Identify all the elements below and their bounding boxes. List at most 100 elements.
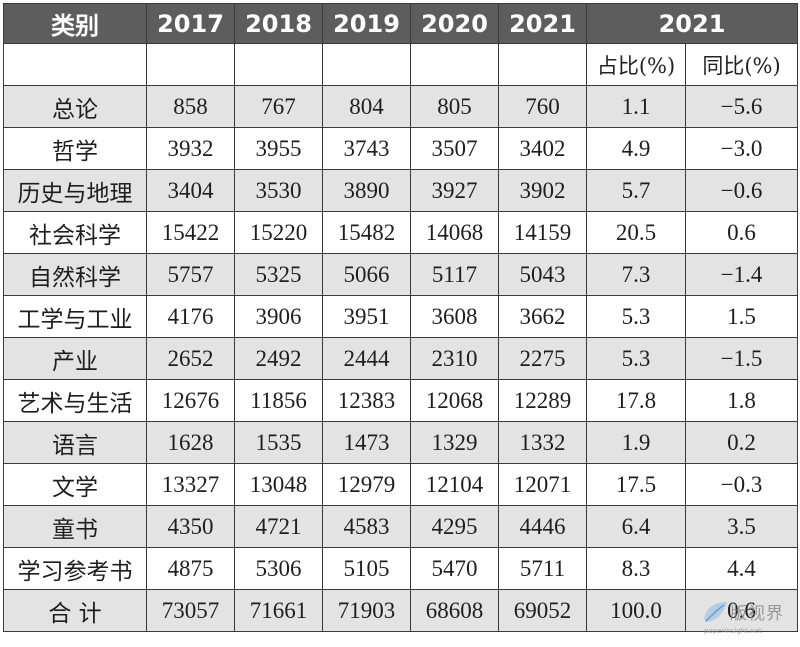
header-year-2020: 2020 bbox=[410, 3, 499, 44]
cell-year-2020: 2310 bbox=[410, 337, 499, 380]
cell-year-2019: 12979 bbox=[322, 463, 411, 506]
cell-year-2018: 2492 bbox=[234, 337, 323, 380]
table-row: 学习参考书 4875 5306 5105 5470 5711 8.3 4.4 bbox=[3, 547, 799, 590]
row-category: 语言 bbox=[3, 421, 147, 464]
cell-yoy: −0.6 bbox=[684, 169, 799, 212]
cell-year-2017: 858 bbox=[146, 85, 235, 128]
cell-share: 4.9 bbox=[586, 127, 686, 170]
cell-year-2019: 3743 bbox=[322, 127, 411, 170]
header-yoy: 同比(%) bbox=[684, 43, 799, 86]
row-category: 文学 bbox=[3, 463, 147, 506]
cell-year-2018: 71661 bbox=[234, 589, 323, 632]
header-sub-empty bbox=[410, 43, 499, 86]
row-category: 历史与地理 bbox=[3, 169, 147, 212]
cell-year-2021: 2275 bbox=[498, 337, 587, 380]
row-category: 艺术与生活 bbox=[3, 379, 147, 422]
watermark-text: 版视界 bbox=[730, 604, 784, 624]
cell-share: 100.0 bbox=[586, 589, 686, 632]
cell-share: 6.4 bbox=[586, 505, 686, 548]
table-row: 合 计 73057 71661 71903 68608 69052 100.0 0.6 bbox=[3, 589, 799, 632]
cell-yoy: 0.2 bbox=[684, 421, 799, 464]
cell-year-2021: 12071 bbox=[498, 463, 587, 506]
cell-year-2018: 5325 bbox=[234, 253, 323, 296]
cell-year-2020: 3608 bbox=[410, 295, 499, 338]
cell-year-2019: 3890 bbox=[322, 169, 411, 212]
header-category: 类别 bbox=[3, 3, 147, 44]
cell-year-2017: 1628 bbox=[146, 421, 235, 464]
cell-year-2021: 760 bbox=[498, 85, 587, 128]
cell-year-2017: 5757 bbox=[146, 253, 235, 296]
table-body: 总论 858 767 804 805 760 1.1 −5.6 哲学 3932 3955 3743 35… bbox=[3, 85, 799, 632]
cell-year-2021: 4446 bbox=[498, 505, 587, 548]
cell-year-2021: 3662 bbox=[498, 295, 587, 338]
table-row: 历史与地理 3404 3530 3890 3927 3902 5.7 −0.6 bbox=[3, 169, 799, 212]
cell-share: 1.9 bbox=[586, 421, 686, 464]
row-category: 童书 bbox=[3, 505, 147, 548]
cell-yoy: −1.4 bbox=[684, 253, 799, 296]
cell-year-2017: 3404 bbox=[146, 169, 235, 212]
book-publishing-stats-table: 类别 2017 2018 2019 2020 2021 2021 占比(%) 同… bbox=[3, 3, 799, 632]
cell-yoy: 3.5 bbox=[684, 505, 799, 548]
row-category: 自然科学 bbox=[3, 253, 147, 296]
cell-year-2021: 1332 bbox=[498, 421, 587, 464]
watermark-logo: 版视界 paperinsight.net bbox=[700, 597, 792, 641]
row-category: 总论 bbox=[3, 85, 147, 128]
cell-year-2018: 3955 bbox=[234, 127, 323, 170]
cell-year-2020: 3507 bbox=[410, 127, 499, 170]
cell-year-2018: 11856 bbox=[234, 379, 323, 422]
row-category: 工学与工业 bbox=[3, 295, 147, 338]
cell-year-2018: 3906 bbox=[234, 295, 323, 338]
header-year-2017: 2017 bbox=[146, 3, 235, 44]
cell-year-2020: 14068 bbox=[410, 211, 499, 254]
cell-share: 1.1 bbox=[586, 85, 686, 128]
header-row-sub: 占比(%) 同比(%) bbox=[3, 43, 799, 86]
cell-year-2019: 15482 bbox=[322, 211, 411, 254]
cell-year-2020: 3927 bbox=[410, 169, 499, 212]
header-sub-empty bbox=[3, 43, 147, 86]
row-category: 学习参考书 bbox=[3, 547, 147, 590]
header-share: 占比(%) bbox=[586, 43, 686, 86]
cell-yoy: −1.5 bbox=[684, 337, 799, 380]
cell-year-2021: 5711 bbox=[498, 547, 587, 590]
cell-year-2018: 13048 bbox=[234, 463, 323, 506]
cell-year-2021: 3402 bbox=[498, 127, 587, 170]
watermark-url: paperinsight.net bbox=[704, 627, 762, 635]
cell-year-2017: 2652 bbox=[146, 337, 235, 380]
cell-share: 5.3 bbox=[586, 295, 686, 338]
table-row: 工学与工业 4176 3906 3951 3608 3662 5.3 1.5 bbox=[3, 295, 799, 338]
cell-yoy: −3.0 bbox=[684, 127, 799, 170]
cell-year-2017: 4176 bbox=[146, 295, 235, 338]
cell-year-2020: 1329 bbox=[410, 421, 499, 464]
cell-share: 17.5 bbox=[586, 463, 686, 506]
header-year-2018: 2018 bbox=[234, 3, 323, 44]
cell-year-2019: 3951 bbox=[322, 295, 411, 338]
cell-year-2020: 805 bbox=[410, 85, 499, 128]
cell-year-2019: 5105 bbox=[322, 547, 411, 590]
cell-share: 20.5 bbox=[586, 211, 686, 254]
cell-year-2018: 1535 bbox=[234, 421, 323, 464]
row-category: 哲学 bbox=[3, 127, 147, 170]
header-sub-empty bbox=[234, 43, 323, 86]
cell-year-2019: 4583 bbox=[322, 505, 411, 548]
table-row: 产业 2652 2492 2444 2310 2275 5.3 −1.5 bbox=[3, 337, 799, 380]
cell-year-2017: 12676 bbox=[146, 379, 235, 422]
table-row: 文学 13327 13048 12979 12104 12071 17.5 −0.3 bbox=[3, 463, 799, 506]
header-row-years: 类别 2017 2018 2019 2020 2021 2021 bbox=[3, 3, 799, 44]
table-row: 自然科学 5757 5325 5066 5117 5043 7.3 −1.4 bbox=[3, 253, 799, 296]
cell-share: 5.3 bbox=[586, 337, 686, 380]
cell-year-2021: 14159 bbox=[498, 211, 587, 254]
cell-year-2017: 13327 bbox=[146, 463, 235, 506]
cell-year-2020: 5470 bbox=[410, 547, 499, 590]
cell-year-2017: 73057 bbox=[146, 589, 235, 632]
cell-year-2021: 12289 bbox=[498, 379, 587, 422]
cell-share: 8.3 bbox=[586, 547, 686, 590]
cell-yoy: 0.6 bbox=[684, 589, 799, 632]
cell-year-2019: 804 bbox=[322, 85, 411, 128]
header-year-2019: 2019 bbox=[322, 3, 411, 44]
table-row: 哲学 3932 3955 3743 3507 3402 4.9 −3.0 bbox=[3, 127, 799, 170]
cell-share: 5.7 bbox=[586, 169, 686, 212]
cell-year-2019: 2444 bbox=[322, 337, 411, 380]
cell-yoy: 4.4 bbox=[684, 547, 799, 590]
cell-year-2018: 767 bbox=[234, 85, 323, 128]
cell-year-2019: 12383 bbox=[322, 379, 411, 422]
